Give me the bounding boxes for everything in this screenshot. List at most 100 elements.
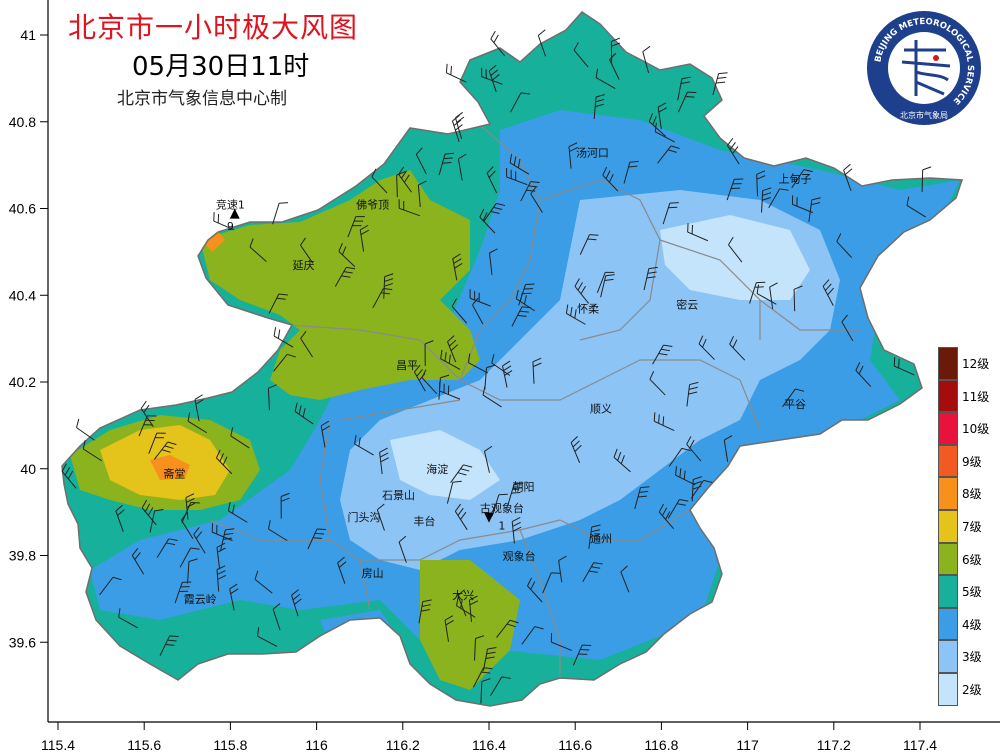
wind-barb	[791, 169, 813, 189]
wind-barb	[686, 436, 702, 462]
wind-barb	[530, 186, 543, 213]
legend-swatch	[938, 379, 958, 413]
wind-barb	[141, 499, 157, 526]
wind-barb	[573, 42, 589, 68]
wind-barb	[398, 199, 421, 217]
wind-barb	[280, 492, 290, 519]
wind-barb	[219, 528, 235, 552]
wind-barb	[440, 349, 461, 370]
wind-barb	[520, 181, 540, 202]
legend-label: 5级	[962, 585, 982, 600]
wind-barb	[511, 517, 522, 544]
wind-barb	[451, 114, 463, 143]
wind-barb	[376, 503, 385, 531]
wind-barb	[149, 508, 164, 533]
wind-barb	[439, 381, 461, 400]
legend-label: 4级	[962, 617, 982, 632]
legend-item: 2级	[938, 672, 998, 706]
wind-barb	[652, 344, 673, 365]
legend-item: 12级	[938, 347, 998, 380]
place-label: 怀柔	[577, 303, 599, 316]
wind-barb	[893, 357, 915, 376]
wind-barb	[396, 171, 406, 198]
place-label: 石景山	[382, 489, 415, 502]
place-label: 丰台	[413, 514, 435, 528]
lon-tick-label: 116.6	[558, 737, 592, 753]
wind-barb	[558, 555, 567, 583]
legend-swatch	[938, 575, 958, 608]
legend-item: 6级	[938, 542, 998, 576]
wind-barb	[574, 278, 590, 304]
wind-barb	[726, 178, 744, 201]
wind-barb	[194, 394, 204, 422]
wind-barb	[634, 486, 650, 510]
place-label: 霞云岭	[184, 592, 217, 606]
wind-barb	[691, 476, 702, 502]
datetime-label: 05月30日11时	[132, 52, 310, 82]
wind-barb	[643, 266, 658, 291]
wind-barb	[415, 147, 427, 175]
legend-swatch	[938, 640, 958, 673]
wind-barb	[61, 463, 77, 489]
legend-item: 11级	[938, 379, 998, 413]
wind-barb	[648, 113, 667, 137]
place-label: 朝阳	[512, 480, 534, 493]
place-label: 门头沟	[348, 510, 381, 524]
wind-barb	[227, 501, 248, 523]
wind-barb	[257, 627, 278, 647]
place-label: 观象台	[503, 549, 536, 563]
wind-barb	[620, 565, 630, 593]
wind-barb	[230, 427, 250, 449]
wind-barb	[542, 572, 561, 594]
legend-item: 5级	[938, 575, 998, 608]
wind-barb	[653, 412, 675, 431]
wind-barb	[159, 635, 179, 656]
wind-barb	[216, 565, 227, 592]
wind-barb	[474, 635, 485, 661]
wind-barb	[383, 273, 394, 299]
wind-barb	[675, 466, 696, 486]
wind-barb	[187, 412, 208, 434]
max-wind-marker: ▲	[230, 206, 240, 221]
wind-barb	[379, 447, 389, 475]
wind-barb	[808, 197, 821, 222]
wind-barb	[496, 619, 519, 638]
legend-label: 9级	[962, 454, 982, 469]
wind-barb	[398, 166, 412, 193]
place-label: 斋堂	[163, 466, 185, 480]
wind-barb	[472, 297, 484, 325]
svg-text:北京市气象局: 北京市气象局	[900, 110, 948, 120]
wind-barb	[686, 381, 699, 407]
wind-barb	[537, 29, 546, 57]
lat-tick-label: 40.8	[9, 114, 36, 130]
place-label: 房山	[362, 567, 384, 580]
wind-barb	[291, 589, 302, 617]
wind-barb	[855, 362, 872, 387]
producer-label: 北京市气象信息中心制	[117, 89, 287, 109]
wind-barb	[623, 160, 639, 184]
region-level-6	[200, 170, 480, 400]
legend-label: 2级	[962, 682, 982, 697]
wind-barb	[153, 441, 177, 460]
wind-barb	[527, 577, 543, 603]
wind-barb	[841, 314, 854, 342]
wind-barb	[211, 523, 233, 542]
wind-barb	[140, 400, 154, 428]
wind-barb	[596, 271, 615, 294]
lon-tick-label: 115.4	[41, 737, 75, 753]
wind-barb	[687, 223, 709, 242]
region-level-2	[390, 430, 500, 500]
wind-barb	[438, 152, 455, 176]
wind-barb	[532, 357, 542, 384]
wind-barb	[249, 238, 267, 262]
wind-barb	[723, 435, 733, 462]
lon-tick-label: 115.8	[213, 737, 247, 753]
wind-scale-legend: 12级 11级 10级 9级 8级 7级 6级 5级 4级 3级 2级	[938, 347, 998, 706]
wind-barbs	[61, 29, 932, 704]
wind-barb	[677, 91, 697, 113]
wind-barb	[254, 570, 273, 594]
place-label: 佛爷顶	[356, 198, 389, 212]
lon-tick-label: 117.2	[817, 737, 851, 753]
wind-barb	[138, 415, 157, 437]
